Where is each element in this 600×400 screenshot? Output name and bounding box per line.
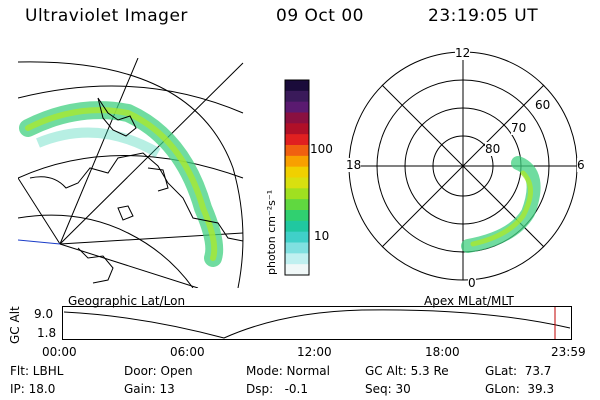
glat-readout: GLat: 73.7 (485, 364, 552, 378)
door-readout: Door: Open (124, 364, 193, 378)
apex-coords-title: Apex MLat/MLT (424, 294, 514, 308)
altitude-timeline (62, 306, 572, 340)
horizon-arc (18, 61, 244, 288)
colorbar-segment (285, 210, 309, 222)
polar-mlt-plot (348, 51, 578, 281)
seq-readout: Seq: 30 (365, 382, 411, 396)
colorbar-segment (285, 155, 309, 168)
grid-line (59, 58, 139, 245)
colorbar-segment (285, 145, 309, 157)
lat-label-70: 70 (511, 121, 527, 135)
mlt-label-6: 6 (577, 158, 585, 172)
colorbar-segment (285, 220, 309, 233)
colorbar-segment (285, 188, 309, 200)
x-tick-0600: 06:00 (170, 345, 205, 359)
latitude-circle (18, 85, 244, 114)
aurora-diffuse (36, 127, 161, 158)
x-tick-1200: 12:00 (297, 345, 332, 359)
colorbar-segment (285, 123, 309, 135)
ip-readout: IP: 18.0 (10, 382, 56, 396)
colorbar-segment (285, 134, 309, 146)
latitude-circle (18, 155, 244, 179)
x-tick-1800: 18:00 (425, 345, 460, 359)
colorbar-segment (285, 112, 309, 124)
time-label: 23:19:05 UT (428, 6, 539, 26)
mode-readout: Mode: Normal (246, 364, 330, 378)
x-tick-0000: 00:00 (42, 345, 77, 359)
colorbar-unit-label: photon cm⁻²s⁻¹ (265, 190, 278, 275)
glon-readout: GLon: 39.3 (485, 382, 555, 396)
instrument-title: Ultraviolet Imager (25, 6, 188, 26)
dsp-readout: Dsp: -0.1 (246, 382, 309, 396)
gain-readout: Gain: 13 (124, 382, 175, 396)
gc-alt-axis: GC Alt (8, 306, 22, 344)
gc-alt-readout: GC Alt: 5.3 Re (365, 364, 449, 378)
colorbar-segment (285, 231, 309, 243)
filter-readout: Flt: LBHL (10, 364, 64, 378)
altitude-curve (63, 309, 571, 339)
geo-coords-title: Geographic Lat/Lon (68, 294, 186, 308)
x-tick-2359: 23:59 (551, 345, 586, 359)
gc-alt-axis-label: GC Alt (8, 306, 22, 344)
mlt-line-diagonal (381, 84, 545, 248)
coastline (97, 97, 137, 137)
colorbar-segment (285, 199, 309, 211)
colorbar-segment (285, 177, 309, 189)
colorbar-frame (284, 79, 310, 276)
colorbar-tick-100: 100 (310, 142, 333, 156)
coastline (77, 247, 114, 284)
lat-label-80: 80 (485, 142, 501, 156)
mlt-label-12: 12 (455, 46, 471, 60)
mlt-label-0: 0 (468, 276, 476, 290)
mlt-label-18: 18 (346, 158, 362, 172)
color-scale-bar: photon cm⁻²s⁻¹ (265, 79, 310, 276)
coastline (147, 167, 169, 192)
grid-line (18, 177, 61, 245)
colorbar-segment (285, 90, 309, 103)
date-label: 09 Oct 00 (276, 6, 364, 26)
grid-line (59, 62, 244, 245)
terminator-line (18, 239, 61, 245)
y-tick-1.8: 1.8 (37, 326, 57, 340)
timeline-frame (62, 306, 572, 340)
latitude-circle (18, 214, 194, 288)
aurora-core (25, 107, 218, 261)
colorbar-segment (285, 101, 309, 113)
geographic-map (18, 58, 244, 288)
colorbar-segment (285, 242, 309, 254)
colorbar-segment (285, 80, 309, 92)
aurora-oval-core (470, 170, 533, 247)
grid-line (59, 243, 199, 288)
colorbar-segment (285, 253, 309, 265)
coastline (29, 152, 244, 242)
colorbar-segment (285, 264, 309, 276)
colorbar-tick-10: 10 (314, 229, 330, 243)
lat-label-60: 60 (535, 98, 551, 112)
y-tick-9: 9.0 (34, 307, 54, 321)
coastline (117, 205, 134, 221)
colorbar-segment (285, 166, 309, 178)
